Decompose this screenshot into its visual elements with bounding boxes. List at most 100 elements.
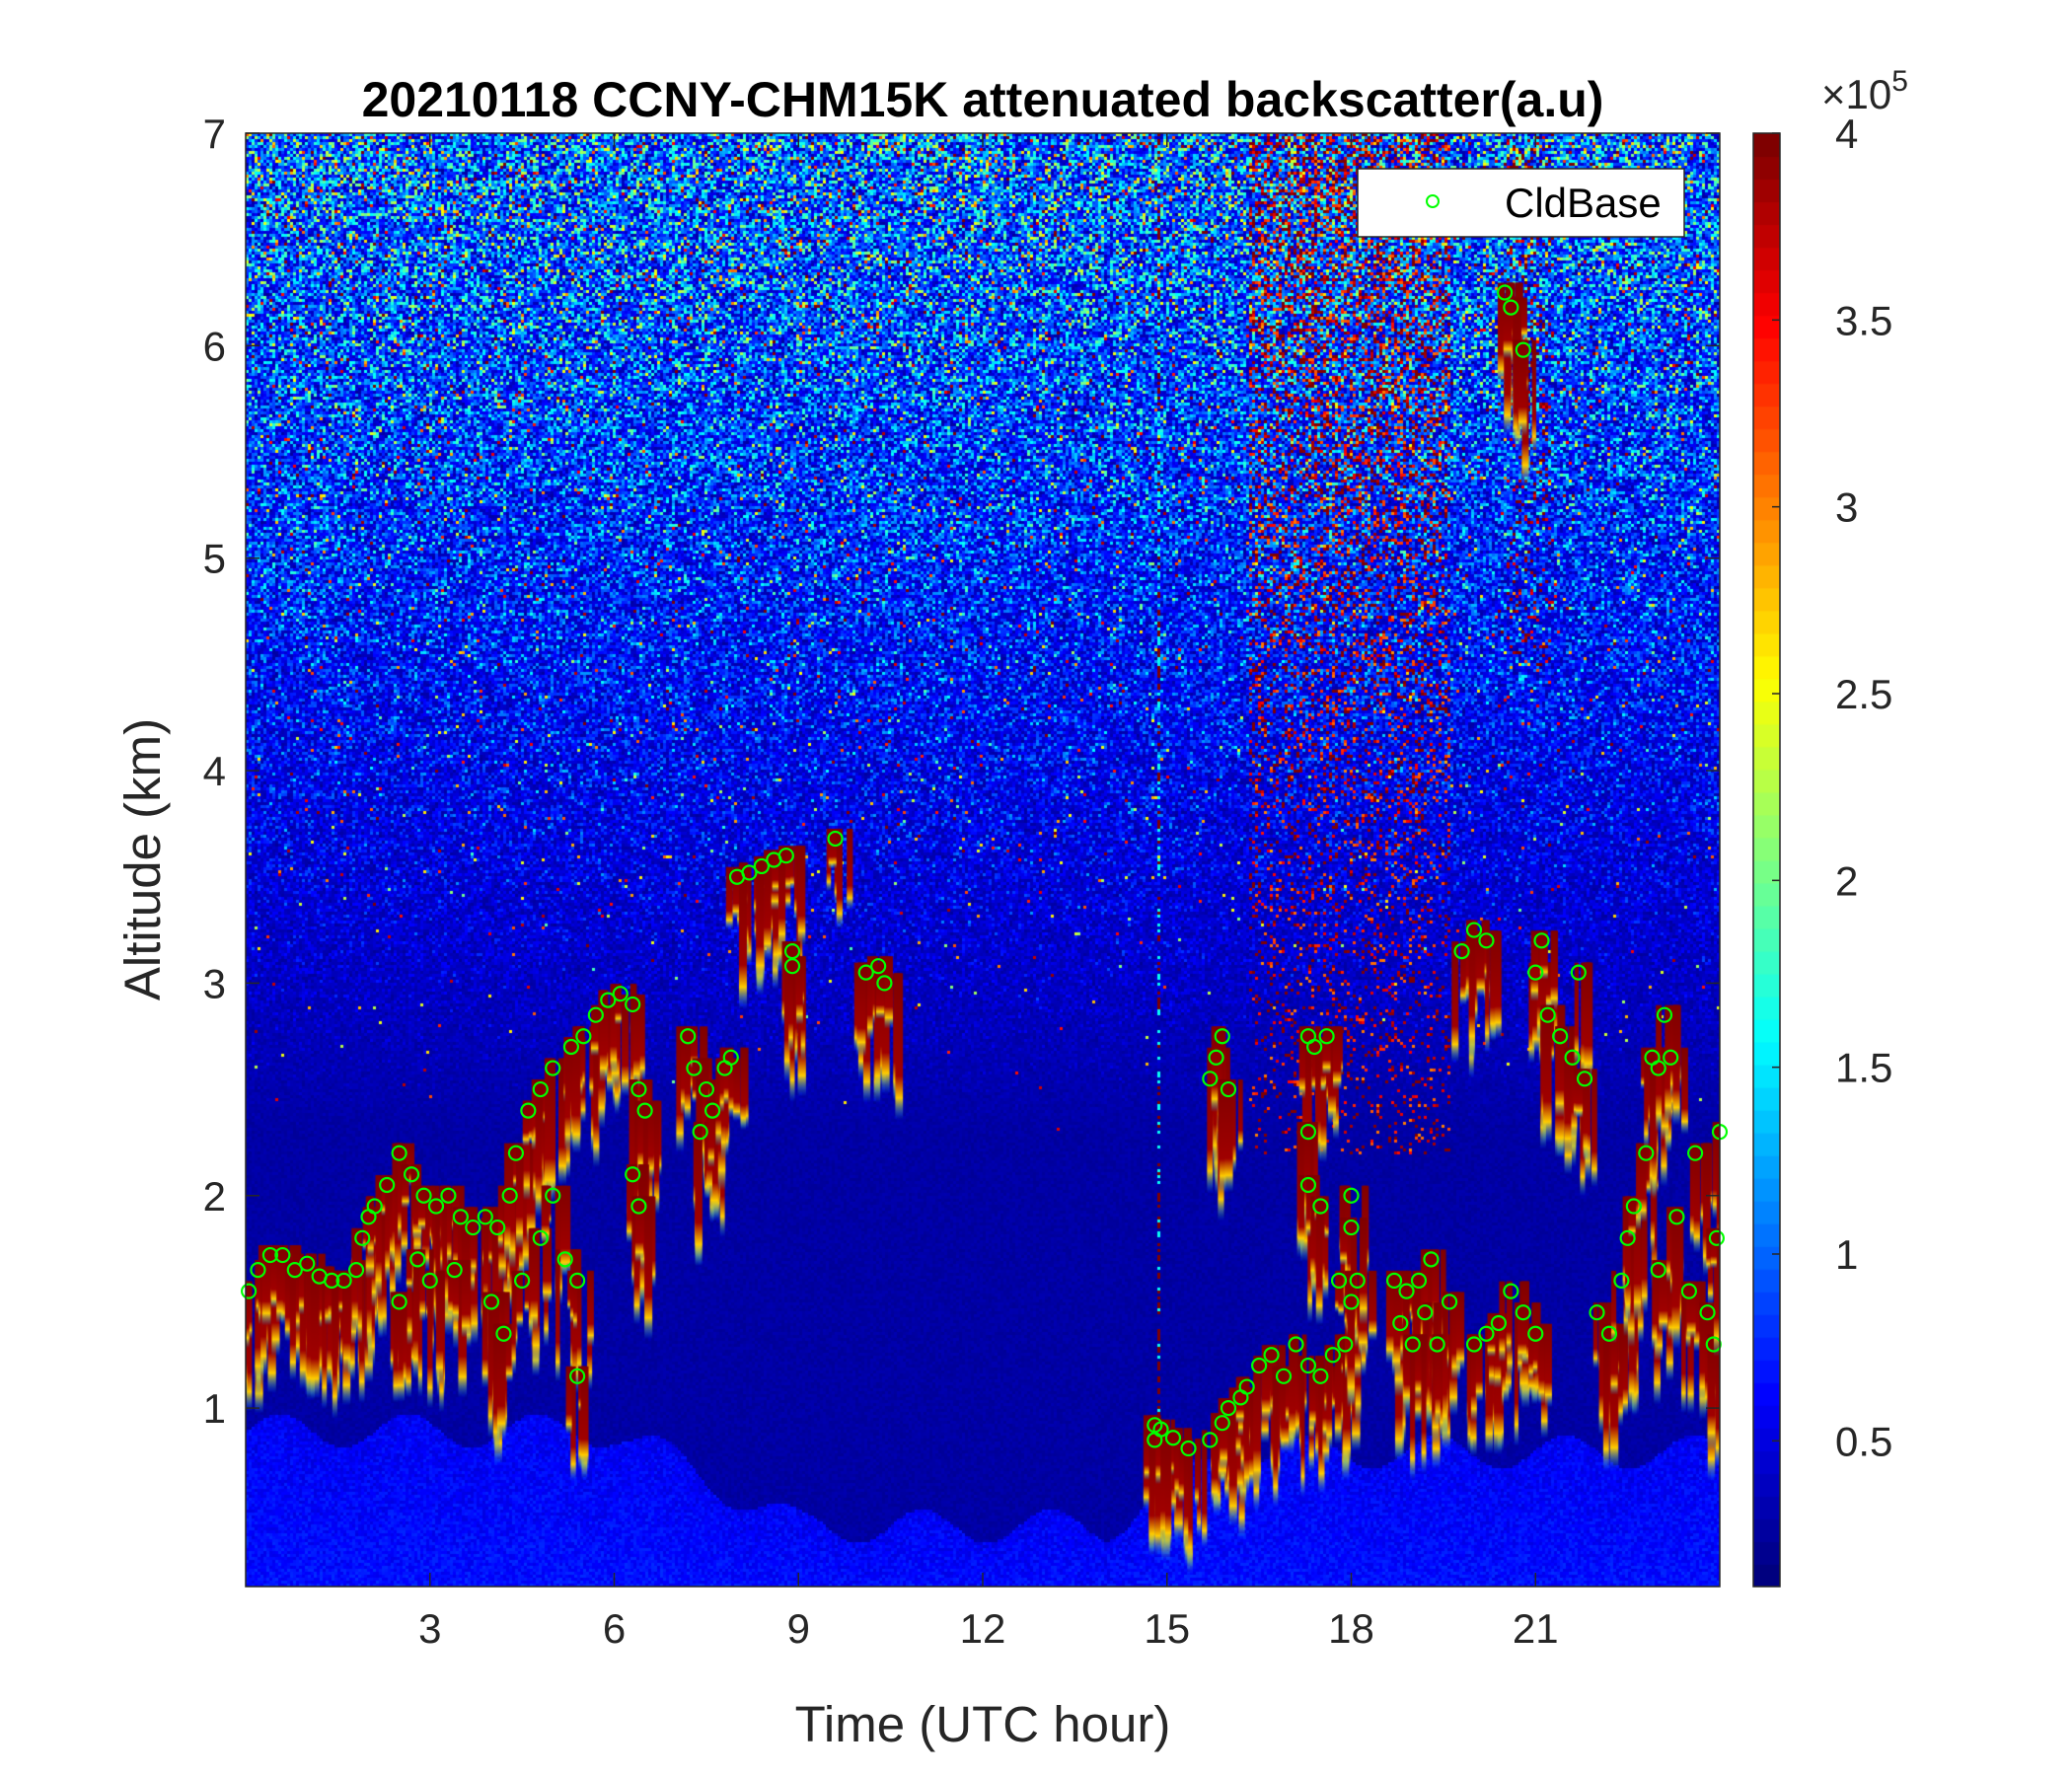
cldbase-point (299, 1255, 316, 1272)
cldbase-point (532, 1080, 549, 1098)
cldbase-point (587, 1006, 604, 1023)
colorbar (1753, 133, 1780, 1587)
x-tick-label: 18 (1328, 1605, 1374, 1652)
cldbase-point (1299, 1176, 1317, 1194)
x-tick-label: 15 (1144, 1605, 1190, 1652)
cldbase-point (250, 1262, 266, 1279)
cldbase-point (1417, 1304, 1434, 1321)
cldbase-point (452, 1209, 469, 1225)
cldbase-point (1478, 1325, 1495, 1342)
colorbar-tick-label: 2.5 (1835, 671, 1892, 717)
cldbase-point (556, 1251, 573, 1268)
cldbase-point (1423, 1251, 1440, 1268)
cldbase-point (1552, 1028, 1569, 1045)
cldbase-point (1650, 1262, 1666, 1279)
cldbase-point (686, 1060, 703, 1076)
cldbase-point (612, 986, 629, 1002)
cldbase-point (1238, 1378, 1255, 1395)
cldbase-point (625, 996, 641, 1013)
cldbase-point (692, 1124, 708, 1141)
cldbase-point (261, 1246, 278, 1264)
cldbase-point (409, 1251, 426, 1268)
y-tick-label: 3 (203, 960, 226, 1006)
cldbase-point (1650, 1060, 1666, 1076)
legend-box (1357, 168, 1685, 238)
cldbase-point (241, 1283, 258, 1299)
cldbase-point (1625, 1198, 1642, 1215)
cldbase-point (465, 1219, 481, 1236)
y-ticks: 1 2 3 4 5 6 7 (203, 111, 1720, 1432)
cldbase-point (1214, 1028, 1230, 1045)
cldbase-point (698, 1080, 714, 1098)
cldbase-point (1202, 1432, 1219, 1448)
cldbase-point (1312, 1368, 1329, 1384)
cldbase-point (1465, 922, 1483, 938)
cldbase-point (630, 1198, 647, 1215)
colorbar-ticks: 0.5 1 1.5 2 2.5 3 3.5 4 (1772, 111, 1892, 1464)
cldbase-point (347, 1262, 365, 1279)
cldbase-point (1330, 1272, 1348, 1289)
cldbase-point (1385, 1272, 1403, 1289)
cldbase-point (403, 1166, 420, 1183)
cldbase-point (1638, 1145, 1655, 1161)
cldbase-point (1533, 932, 1550, 949)
cldbase-point (630, 1080, 647, 1098)
cldbase-point (495, 1325, 512, 1342)
cldbase-point (1147, 1432, 1163, 1448)
y-axis-label: Altitude (km) (114, 718, 171, 1000)
cldbase-point (680, 1028, 697, 1045)
x-tick-label: 3 (418, 1605, 441, 1652)
cldbase-point (1263, 1347, 1280, 1364)
cldbase-point (870, 958, 887, 975)
cldbase-point (1429, 1336, 1445, 1353)
colorbar-multiplier: ×105 (1821, 65, 1908, 117)
cldbase-point (1220, 1400, 1237, 1417)
cldbase-point (1343, 1294, 1360, 1310)
cldbase-point (1465, 1336, 1483, 1353)
cldbase-point (507, 1145, 525, 1161)
y-tick-label: 6 (203, 323, 226, 369)
cldbase-point (569, 1272, 586, 1289)
cldbase-point (1708, 1229, 1725, 1246)
cldbase-point (1318, 1028, 1335, 1045)
cldbase-point (562, 1038, 580, 1056)
cldbase-point (1570, 964, 1587, 981)
cldbase-point (324, 1272, 340, 1289)
cldbase-point (477, 1209, 493, 1225)
cldbase-point (777, 848, 794, 864)
cldbase-point (520, 1102, 537, 1119)
cldbase-point (1349, 1272, 1366, 1289)
cldbase-point (1214, 1415, 1230, 1432)
backscatter-heatmap (246, 133, 1720, 1587)
cldbase-point (1275, 1368, 1293, 1384)
cldbase-point (600, 992, 617, 1008)
cldbase-point (366, 1198, 383, 1215)
cldbase-point (1490, 1314, 1508, 1332)
colorbar-tick-label: 1.5 (1835, 1045, 1892, 1091)
cldbase-point (532, 1229, 549, 1246)
cldbase-point (1202, 1071, 1219, 1087)
cldbase-point (1515, 1304, 1531, 1321)
cldbase-point (335, 1272, 352, 1289)
cldbase-point (783, 958, 801, 975)
cldbase-point (501, 1187, 518, 1204)
legend-marker-icon (1426, 194, 1440, 208)
cldbase-point (1539, 1006, 1556, 1023)
y-tick-label: 5 (203, 536, 226, 582)
x-axis-label: Time (UTC hour) (795, 1696, 1171, 1752)
cldbase-point (427, 1198, 445, 1215)
cldbase-point (569, 1368, 586, 1384)
cldbase-point (1668, 1209, 1685, 1225)
cldbase-point (489, 1219, 506, 1236)
cldbase-point (1705, 1336, 1722, 1353)
cldbase-point (575, 1028, 592, 1045)
cldbase-point (1600, 1325, 1618, 1342)
cldbase-point (1299, 1124, 1317, 1141)
cldbase-point (1680, 1283, 1697, 1299)
cldbase-point (1220, 1080, 1237, 1098)
legend[interactable]: CldBase (1357, 168, 1685, 238)
cldbase-point (1404, 1336, 1421, 1353)
plot-frame (245, 132, 1721, 1588)
cldbase-point (1312, 1198, 1329, 1215)
